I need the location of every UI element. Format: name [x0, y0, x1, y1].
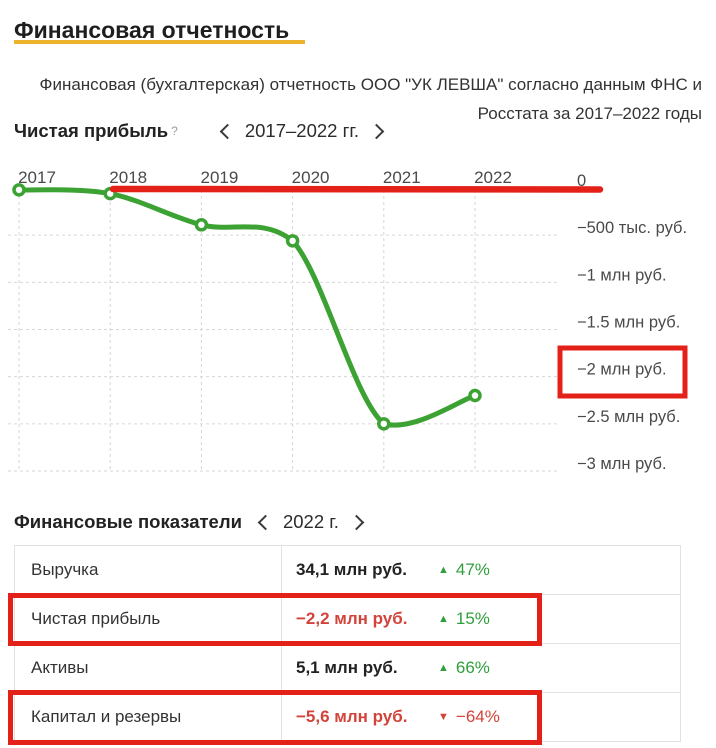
row-change: ▼ −64%	[425, 693, 680, 741]
data-point-2021[interactable]	[377, 417, 391, 431]
ytick-label: −1 млн руб.	[577, 266, 667, 284]
ytick-label: −2 млн руб.	[577, 361, 667, 379]
indicators-header: Финансовые показатели 2022 г.	[14, 511, 365, 533]
title-underline	[14, 40, 305, 44]
chart-period-nav: 2017–2022 гг.	[219, 120, 385, 142]
data-point-2019[interactable]	[194, 218, 209, 232]
row-change: ▲ 47%	[425, 546, 680, 594]
data-point-2017[interactable]	[12, 183, 26, 197]
row-value: 5,1 млн руб.	[296, 658, 398, 677]
trend-down-icon: ▼	[438, 710, 449, 723]
data-point-2022[interactable]	[468, 388, 482, 403]
chart-header: Чистая прибыль? 2017–2022 гг.	[14, 120, 385, 142]
trend-up-icon: ▲	[438, 563, 449, 576]
row-label: Капитал и резервы	[15, 693, 282, 741]
chart-period-label: 2017–2022 гг.	[244, 120, 359, 141]
chevron-left-icon[interactable]	[257, 514, 274, 530]
row-change: ▲ 66%	[425, 644, 680, 692]
ytick-label: −3 млн руб.	[577, 455, 667, 473]
profit-line	[16, 187, 478, 428]
trend-up-icon: ▲	[438, 661, 449, 674]
description-line-2: Росстата за 2017–2022 годы	[477, 104, 702, 123]
table-row-revenue: Выручка 34,1 млн руб. ▲ 47%	[15, 546, 680, 594]
indicators-year-nav: 2022 г.	[257, 511, 365, 533]
row-label: Активы	[15, 644, 282, 692]
row-value: 34,1 млн руб.	[296, 560, 408, 579]
year-label: 2019	[200, 168, 238, 187]
year-label: 2020	[292, 168, 330, 187]
row-label: Выручка	[15, 546, 282, 594]
row-value: −5,6 млн руб.	[296, 707, 408, 726]
chart-title: Чистая прибыль	[14, 120, 169, 141]
change-percent: −64%	[455, 707, 500, 726]
row-value: −2,2 млн руб.	[296, 609, 408, 628]
page-title: Финансовая отчетность	[14, 17, 290, 44]
net-profit-chart: 2017 2018 2019 2020 2021 2022 0 −500 тыс. руб. −…	[8, 168, 688, 473]
description-line-1: Финансовая (бухгалтерская) отчетность ОО…	[39, 75, 702, 94]
table-row-net-profit: Чистая прибыль −2,2 млн руб. ▲ 15%	[15, 594, 680, 643]
annotation-zero-line	[109, 185, 604, 193]
change-percent: 15%	[455, 609, 490, 628]
financial-indicators-table: Выручка 34,1 млн руб. ▲ 47% Чистая прибыл…	[14, 545, 681, 742]
change-percent: 47%	[455, 560, 490, 579]
chevron-right-icon[interactable]	[348, 514, 365, 530]
table-row-capital-reserves: Капитал и резервы −5,6 млн руб. ▼ −64%	[15, 692, 680, 741]
ytick-label: 0	[577, 172, 586, 190]
year-label: 2022	[474, 168, 512, 187]
data-point-2020[interactable]	[285, 234, 300, 248]
ytick-label: −2.5 млн руб.	[577, 408, 680, 426]
indicators-year-label: 2022 г.	[282, 511, 339, 532]
chart-plot: 2017 2018 2019 2020 2021 2022 0 −500 тыс. руб. −…	[8, 168, 687, 473]
row-label: Чистая прибыль	[15, 595, 282, 643]
annotation-box-minus2-label	[557, 345, 688, 399]
chevron-right-icon[interactable]	[368, 123, 385, 139]
table-row-assets: Активы 5,1 млн руб. ▲ 66%	[15, 643, 680, 692]
help-icon[interactable]: ?	[171, 124, 178, 138]
year-label: 2018	[109, 168, 147, 187]
year-label: 2017	[18, 168, 56, 187]
year-label: 2021	[383, 168, 421, 187]
change-percent: 66%	[455, 658, 490, 677]
row-change: ▲ 15%	[425, 595, 680, 643]
ytick-label: −1.5 млн руб.	[577, 314, 680, 332]
chevron-left-icon[interactable]	[219, 123, 236, 139]
indicators-title: Финансовые показатели	[14, 511, 242, 532]
report-description: Финансовая (бухгалтерская) отчетность ОО…	[14, 70, 702, 128]
ytick-label: −500 тыс. руб.	[577, 219, 687, 237]
trend-up-icon: ▲	[438, 612, 449, 625]
